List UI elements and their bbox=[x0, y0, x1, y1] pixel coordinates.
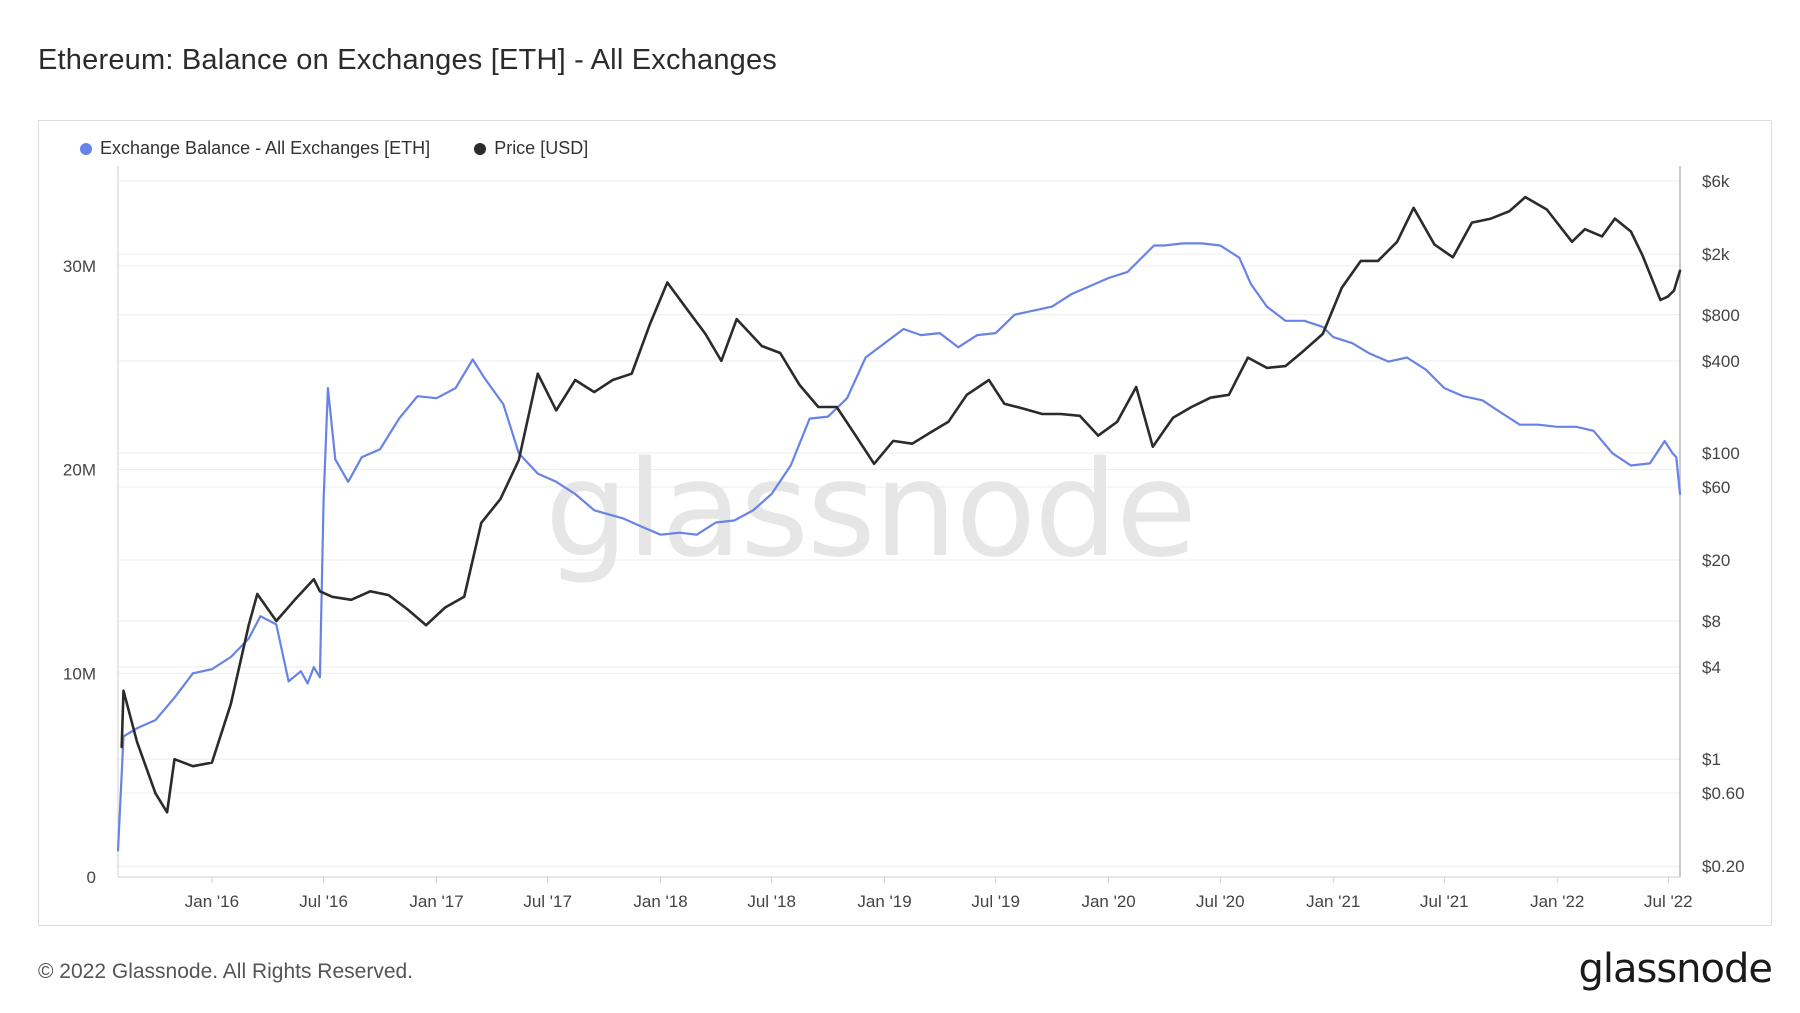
legend-dot-price bbox=[474, 142, 487, 155]
y-right-tick-label-5: $20 bbox=[1702, 551, 1730, 570]
y-right-tick-label-11: $6k bbox=[1702, 172, 1730, 191]
y-left-tick-label-3: 30M bbox=[63, 257, 96, 276]
y-right-tick-label-0: $0.20 bbox=[1702, 857, 1745, 876]
series-line-exchange-balance bbox=[116, 242, 1682, 852]
legend-label-balance: Exchange Balance - All Exchanges [ETH] bbox=[100, 138, 431, 158]
x-tick-label-0: Jan '16 bbox=[185, 892, 239, 911]
glassnode-logo[interactable]: glassnode bbox=[1578, 946, 1773, 992]
legend-dot-balance bbox=[80, 142, 92, 155]
footer-copyright: © 2022 Glassnode. All Rights Reserved. bbox=[38, 960, 414, 983]
x-tick-label-5: Jul '18 bbox=[747, 892, 796, 911]
x-tick-label-10: Jan '21 bbox=[1306, 892, 1360, 911]
series-layer bbox=[116, 195, 1682, 852]
x-tick-label-2: Jan '17 bbox=[409, 892, 463, 911]
y-right-tick-label-2: $1 bbox=[1702, 750, 1721, 769]
chart-frame bbox=[38, 120, 1772, 926]
x-tick-label-4: Jan '18 bbox=[633, 892, 687, 911]
y-right-tick-label-9: $800 bbox=[1702, 306, 1740, 325]
x-tick-label-1: Jul '16 bbox=[299, 892, 348, 911]
legend-label-price: Price [USD] bbox=[494, 138, 589, 158]
x-tick-label-8: Jan '20 bbox=[1081, 892, 1135, 911]
y-left-tick-label-1: 10M bbox=[63, 664, 96, 683]
x-tick-label-13: Jul '22 bbox=[1644, 892, 1693, 911]
legend: Exchange Balance - All Exchanges [ETH] P… bbox=[80, 138, 588, 159]
legend-item-price[interactable]: Price [USD] bbox=[474, 138, 588, 159]
y-right-tick-label-6: $60 bbox=[1702, 478, 1730, 497]
y-left-tick-label-2: 20M bbox=[63, 461, 96, 480]
y-right-tick-label-8: $400 bbox=[1702, 352, 1740, 371]
series-line-price bbox=[120, 195, 1682, 814]
axis-layer: 0 10M 20M 30M $0.20 $0.60 $1 $4 $8 $20 $60 $100 $400… bbox=[63, 166, 1745, 911]
y-right-tick-label-4: $8 bbox=[1702, 612, 1721, 631]
x-tick-label-6: Jan '19 bbox=[857, 892, 911, 911]
y-right-tick-label-10: $2k bbox=[1702, 245, 1730, 264]
x-tick-label-9: Jul '20 bbox=[1196, 892, 1245, 911]
x-tick-label-3: Jul '17 bbox=[523, 892, 572, 911]
y-right-tick-label-3: $4 bbox=[1702, 658, 1721, 677]
chart-title: Ethereum: Balance on Exchanges [ETH] - A… bbox=[38, 44, 778, 76]
y-left-tick-label-0: 0 bbox=[87, 868, 96, 887]
x-tick-label-7: Jul '19 bbox=[971, 892, 1020, 911]
y-right-tick-label-1: $0.60 bbox=[1702, 784, 1745, 803]
x-tick-label-11: Jul '21 bbox=[1420, 892, 1469, 911]
y-right-tick-label-7: $100 bbox=[1702, 444, 1740, 463]
x-tick-label-12: Jan '22 bbox=[1530, 892, 1584, 911]
legend-item-balance[interactable]: Exchange Balance - All Exchanges [ETH] bbox=[80, 138, 430, 159]
